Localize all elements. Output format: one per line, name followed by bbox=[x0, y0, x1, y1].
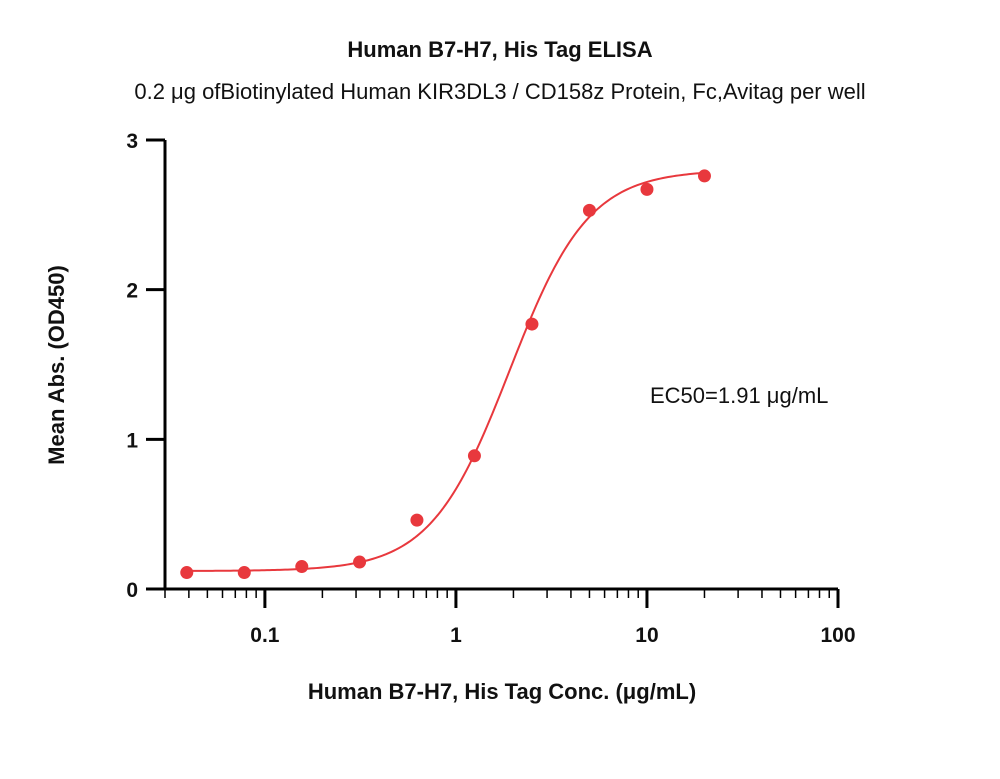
data-point bbox=[697, 169, 711, 183]
y-tick-label: 0 bbox=[126, 579, 138, 602]
y-axis-title: Mean Abs. (OD450) bbox=[44, 265, 69, 465]
data-point bbox=[180, 566, 194, 580]
data-point bbox=[582, 203, 596, 217]
x-tick-label: 1 bbox=[450, 624, 462, 647]
data-point bbox=[237, 566, 251, 580]
x-axis-title: Human B7-H7, His Tag Conc. (μg/mL) bbox=[308, 679, 696, 704]
y-tick-label: 3 bbox=[126, 130, 138, 153]
data-point bbox=[467, 449, 481, 463]
y-tick-label: 2 bbox=[126, 280, 138, 303]
data-points bbox=[180, 169, 711, 580]
data-point bbox=[295, 560, 309, 574]
y-tick-label: 1 bbox=[126, 429, 138, 452]
fit-curve bbox=[186, 171, 705, 572]
ec50-annotation: EC50=1.91 μg/mL bbox=[650, 383, 828, 408]
x-tick-label: 0.1 bbox=[250, 624, 280, 647]
x-tick-label: 100 bbox=[820, 624, 855, 647]
x-axis-ticks: 0.1 1 10 100 bbox=[164, 589, 856, 647]
data-point bbox=[410, 513, 424, 527]
x-tick-label: 10 bbox=[635, 624, 658, 647]
data-point bbox=[353, 555, 367, 569]
chart-subtitle: 0.2 μg ofBiotinylated Human KIR3DL3 / CD… bbox=[134, 79, 865, 104]
y-axis-ticks: 0 1 2 3 bbox=[126, 130, 165, 602]
data-point bbox=[525, 317, 539, 331]
chart-title: Human B7-H7, His Tag ELISA bbox=[347, 37, 652, 62]
data-point bbox=[640, 182, 654, 196]
